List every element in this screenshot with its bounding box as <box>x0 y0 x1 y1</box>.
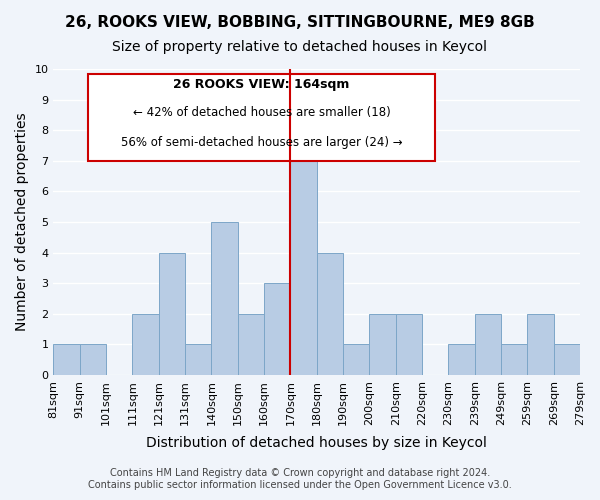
Bar <box>238 314 264 375</box>
Bar <box>527 314 554 375</box>
Bar <box>317 252 343 375</box>
Bar <box>185 344 211 375</box>
Bar <box>370 314 395 375</box>
Bar <box>133 314 159 375</box>
Bar <box>343 344 370 375</box>
X-axis label: Distribution of detached houses by size in Keycol: Distribution of detached houses by size … <box>146 436 487 450</box>
Bar <box>448 344 475 375</box>
Bar <box>475 314 501 375</box>
Bar <box>554 344 580 375</box>
Bar <box>159 252 185 375</box>
Bar <box>395 314 422 375</box>
Text: 26 ROOKS VIEW: 164sqm: 26 ROOKS VIEW: 164sqm <box>98 127 265 140</box>
Bar <box>264 283 290 375</box>
Bar <box>211 222 238 375</box>
Text: 26 ROOKS VIEW: 164sqm: 26 ROOKS VIEW: 164sqm <box>173 78 350 91</box>
Text: Size of property relative to detached houses in Keycol: Size of property relative to detached ho… <box>113 40 487 54</box>
Text: Contains HM Land Registry data © Crown copyright and database right 2024.
Contai: Contains HM Land Registry data © Crown c… <box>88 468 512 490</box>
Text: 26, ROOKS VIEW, BOBBING, SITTINGBOURNE, ME9 8GB: 26, ROOKS VIEW, BOBBING, SITTINGBOURNE, … <box>65 15 535 30</box>
Bar <box>53 344 80 375</box>
Text: ← 42% of detached houses are smaller (18): ← 42% of detached houses are smaller (18… <box>133 106 390 118</box>
Bar <box>501 344 527 375</box>
Text: 56% of semi-detached houses are larger (24) →: 56% of semi-detached houses are larger (… <box>121 136 402 149</box>
Y-axis label: Number of detached properties: Number of detached properties <box>15 112 29 332</box>
Bar <box>80 344 106 375</box>
FancyBboxPatch shape <box>88 74 435 161</box>
Bar <box>290 130 317 375</box>
